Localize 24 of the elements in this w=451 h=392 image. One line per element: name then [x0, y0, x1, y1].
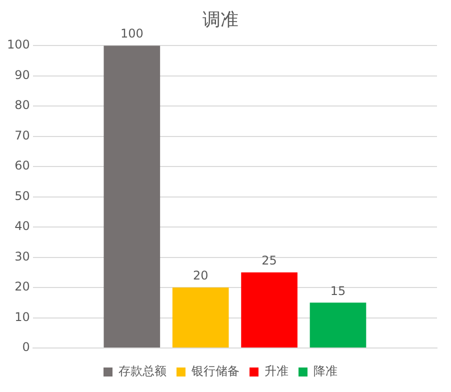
y-tick-label: 20: [14, 280, 30, 294]
bar: [241, 272, 298, 348]
legend-label: 银行储备: [190, 364, 240, 378]
y-tick-label: 30: [14, 249, 30, 264]
y-tick-label: 60: [14, 158, 30, 173]
y-tick-label: 50: [14, 188, 30, 203]
y-tick-label: 10: [14, 310, 30, 324]
bar: [172, 288, 229, 348]
y-tick-label: 90: [14, 68, 30, 82]
y-tick-label: 40: [14, 219, 30, 234]
legend-label: 升准: [264, 364, 288, 378]
chart-title: 调准: [202, 9, 238, 30]
y-tick-label: 70: [14, 128, 30, 142]
bar: [104, 46, 160, 348]
y-tick-label: 100: [7, 38, 30, 52]
bar: [310, 302, 366, 348]
y-tick-label: 0: [22, 340, 30, 354]
legend-label: 存款总额: [118, 364, 166, 378]
y-tick-label: 80: [14, 98, 30, 112]
data-label: 100: [120, 26, 144, 41]
data-label: 25: [262, 254, 277, 268]
data-label: 15: [330, 284, 346, 298]
data-label: 20: [192, 268, 208, 283]
legend-label: 降准: [314, 364, 338, 378]
